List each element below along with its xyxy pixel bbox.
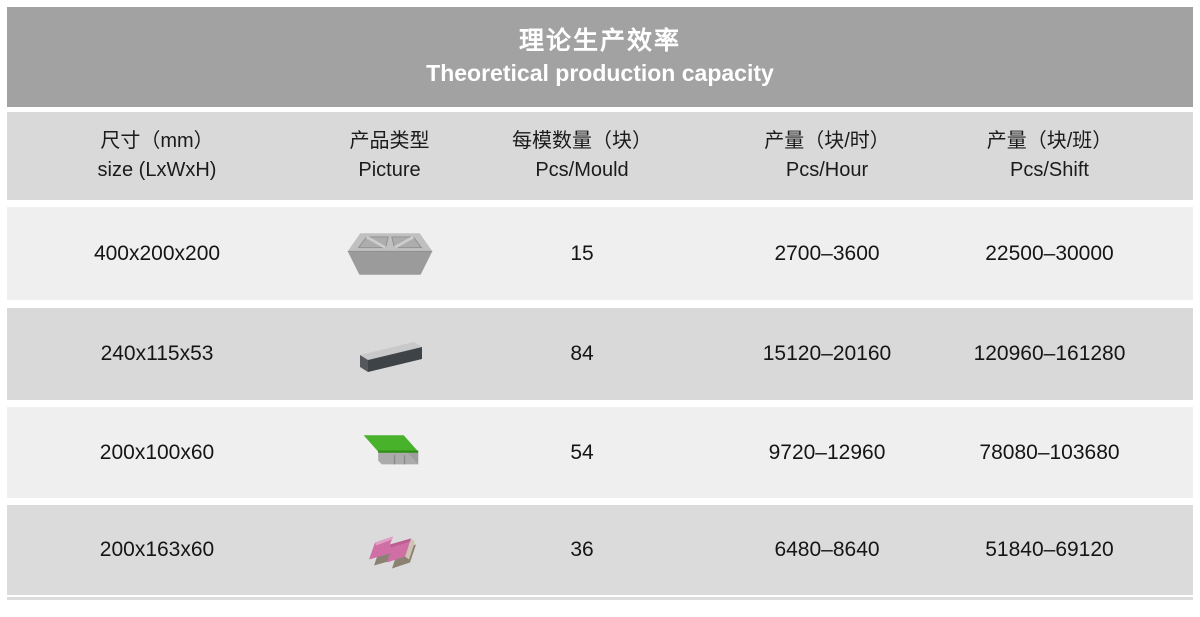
column-header-size: 尺寸（mm） size (LxWxH) — [97, 130, 217, 181]
pcs-shift-value: 120960–161280 — [973, 342, 1126, 366]
pcs-mould-value: 15 — [570, 241, 594, 265]
table-row: 200x163x60 36 6480–8640 51840–69120 — [7, 505, 1193, 595]
title-zh: 理论生产效率 — [518, 27, 681, 56]
pcs-mould-value: 54 — [570, 440, 594, 464]
size-value: 200x163x60 — [99, 538, 215, 562]
pcs-shift-value: 78080–103680 — [979, 440, 1120, 464]
table-header-row: 尺寸（mm） size (LxWxH) 产品类型 Picture 每模数量（块）… — [7, 112, 1193, 200]
green-paver-icon — [307, 428, 472, 478]
table-title: 理论生产效率 Theoretical production capacity — [7, 7, 1193, 107]
pcs-hour-value: 15120–20160 — [762, 342, 892, 366]
size-value: 240x115x53 — [100, 342, 214, 366]
pcs-shift-value: 22500–30000 — [985, 241, 1114, 265]
column-header-pcs-shift: 产量（块/班） Pcs/Shift — [986, 130, 1113, 181]
table-row: 400x200x200 15 2700–3600 22500–30000 — [7, 207, 1193, 300]
table-row: 200x100x60 54 9720–12960 78080–103680 — [7, 407, 1193, 498]
solid-brick-icon — [307, 329, 472, 379]
table-row: 240x115x53 84 15120–20160 120960–161280 — [7, 308, 1193, 400]
size-value: 200x100x60 — [99, 440, 215, 464]
pcs-mould-value: 84 — [570, 342, 594, 366]
size-value: 400x200x200 — [93, 241, 221, 265]
column-header-picture: 产品类型 Picture — [349, 130, 430, 181]
column-header-pcs-hour: 产量（块/时） Pcs/Hour — [764, 130, 890, 181]
hollow-block-icon — [307, 227, 472, 281]
pcs-mould-value: 36 — [570, 538, 594, 562]
pcs-hour-value: 6480–8640 — [774, 538, 880, 562]
pink-interlock-paver-icon — [307, 522, 472, 578]
pcs-hour-value: 9720–12960 — [768, 440, 886, 464]
column-header-pcs-mould: 每模数量（块） Pcs/Mould — [512, 130, 652, 181]
cropped-row-sliver — [7, 597, 1193, 600]
title-en: Theoretical production capacity — [426, 59, 774, 86]
pcs-shift-value: 51840–69120 — [985, 538, 1114, 562]
pcs-hour-value: 2700–3600 — [774, 241, 880, 265]
